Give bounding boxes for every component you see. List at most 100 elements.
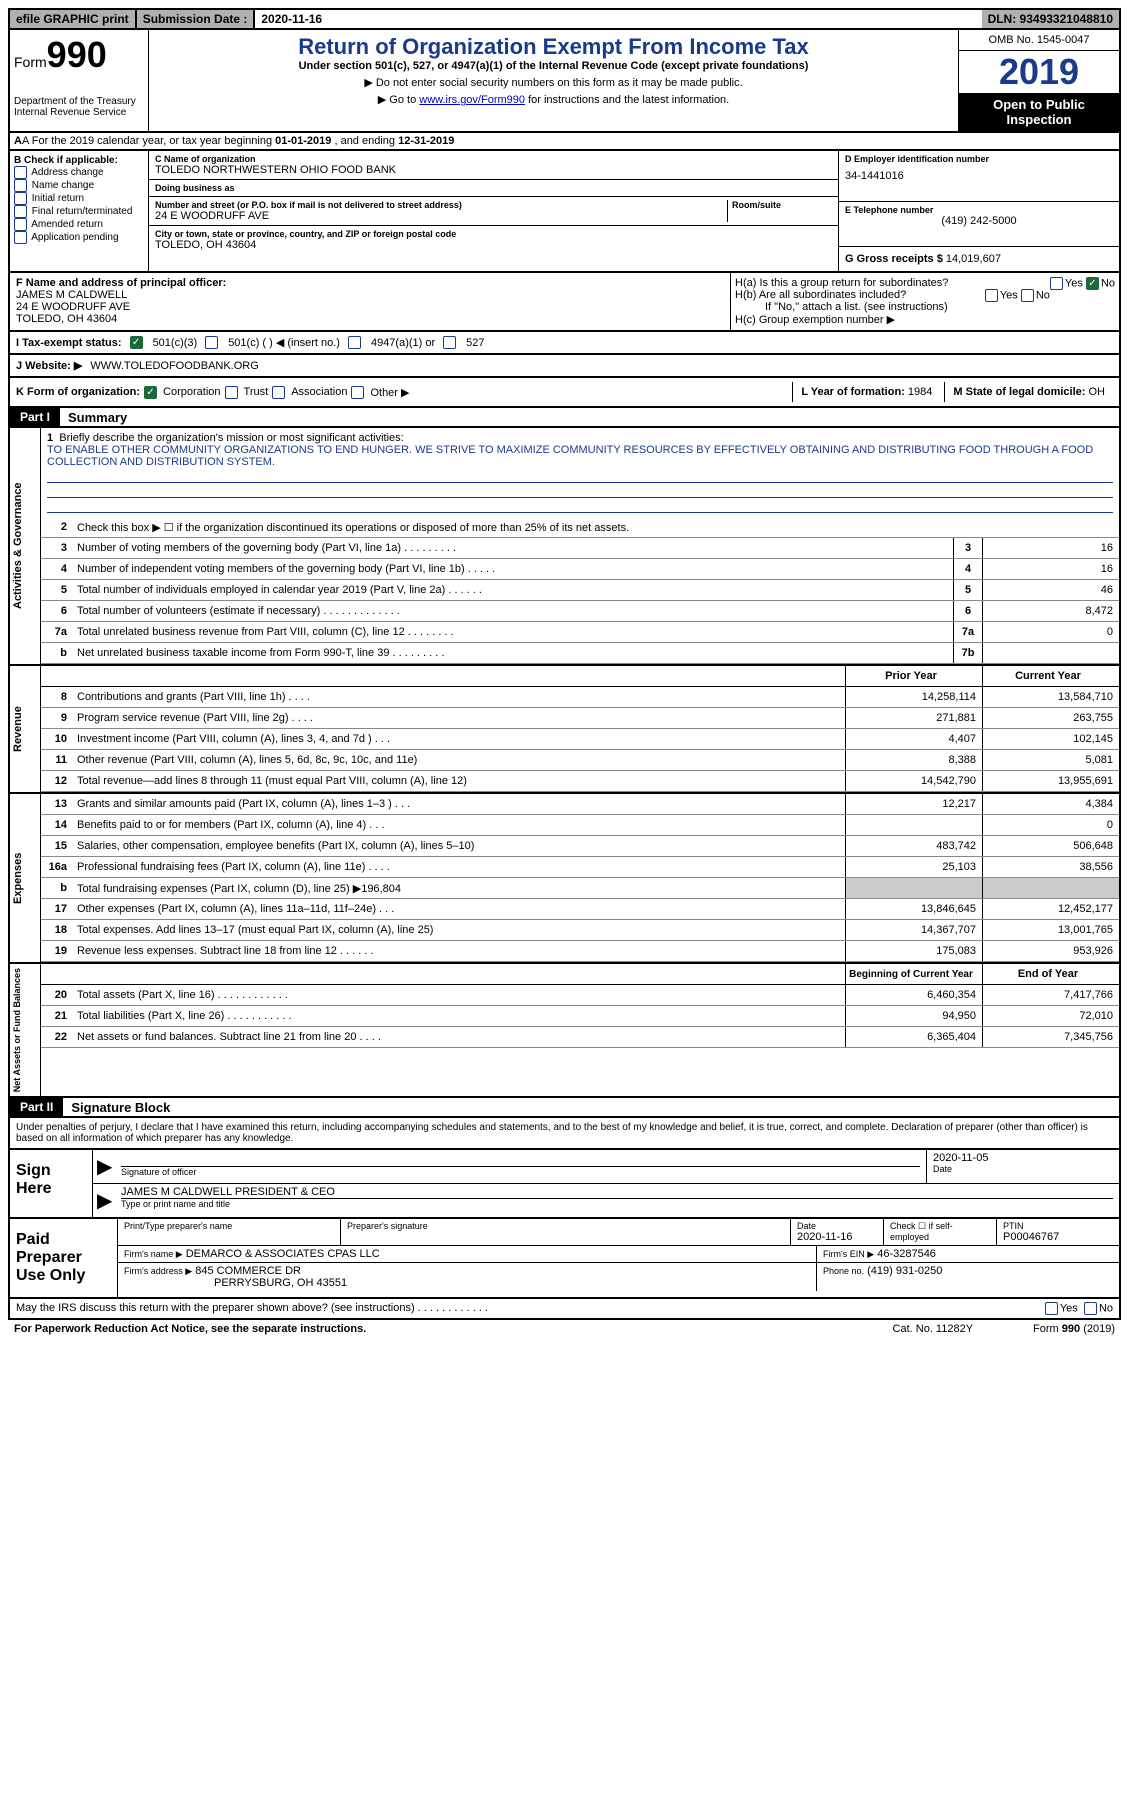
firm-phone-label: Phone no. — [823, 1266, 864, 1276]
room-label: Room/suite — [732, 200, 832, 210]
dept-treasury: Department of the Treasury Internal Reve… — [14, 96, 144, 118]
checkbox-pending[interactable] — [14, 231, 27, 244]
cb-other[interactable] — [351, 386, 364, 399]
perjury-declaration: Under penalties of perjury, I declare th… — [8, 1118, 1121, 1150]
tab-expenses: Expenses — [10, 794, 41, 962]
section-a: AA For the 2019 calendar year, or tax ye… — [8, 133, 1121, 151]
form990-link[interactable]: www.irs.gov/Form990 — [419, 94, 525, 106]
summary-line-11: 11Other revenue (Part VIII, column (A), … — [41, 750, 1119, 771]
mission-text: TO ENABLE OTHER COMMUNITY ORGANIZATIONS … — [47, 444, 1093, 468]
h-b: H(b) Are all subordinates included? Yes … — [735, 289, 1115, 301]
summary-governance: Activities & Governance 1 Briefly descri… — [8, 428, 1121, 666]
subtitle-3: ▶ Go to www.irs.gov/Form990 for instruct… — [153, 93, 954, 106]
summary-line-b: bNet unrelated business taxable income f… — [41, 643, 1119, 664]
summary-line-19: 19Revenue less expenses. Subtract line 1… — [41, 941, 1119, 962]
paid-preparer-label: Paid Preparer Use Only — [10, 1219, 118, 1297]
paperwork-notice: For Paperwork Reduction Act Notice, see … — [14, 1323, 366, 1335]
firm-addr2: PERRYSBURG, OH 43551 — [124, 1277, 347, 1289]
discuss-yes[interactable] — [1045, 1302, 1058, 1315]
sig-officer-label: Signature of officer — [121, 1167, 920, 1177]
cb-501c[interactable] — [205, 336, 218, 349]
subtitle-1: Under section 501(c), 527, or 4947(a)(1)… — [153, 60, 954, 72]
discuss-no[interactable] — [1084, 1302, 1097, 1315]
hb-yes[interactable] — [985, 289, 998, 302]
efile-label[interactable]: efile GRAPHIC print — [10, 10, 135, 28]
firm-name: DEMARCO & ASSOCIATES CPAS LLC — [186, 1248, 380, 1260]
prep-date-label: Date — [797, 1221, 877, 1231]
mission-block: 1 Briefly describe the organization's mi… — [41, 428, 1119, 517]
summary-netassets: Net Assets or Fund Balances Beginning of… — [8, 964, 1121, 1098]
h-a: H(a) Is this a group return for subordin… — [735, 277, 1115, 289]
sign-here-label: Sign Here — [10, 1150, 93, 1217]
section-bc: B Check if applicable: Address change Na… — [8, 151, 1121, 273]
ha-no[interactable]: ✓ — [1086, 277, 1099, 290]
summary-line-b: bTotal fundraising expenses (Part IX, co… — [41, 878, 1119, 899]
checkbox-addr-change[interactable] — [14, 166, 27, 179]
summary-line-12: 12Total revenue—add lines 8 through 11 (… — [41, 771, 1119, 792]
gross-receipts-label: G Gross receipts $ — [845, 253, 943, 265]
telephone: (419) 242-5000 — [845, 215, 1113, 227]
col-prior-year: Prior Year — [845, 666, 982, 686]
cb-4947[interactable] — [348, 336, 361, 349]
summary-line-3: 3Number of voting members of the governi… — [41, 538, 1119, 559]
ptin: P00046767 — [1003, 1231, 1113, 1243]
city-label: City or town, state or province, country… — [155, 229, 832, 239]
city-state-zip: TOLEDO, OH 43604 — [155, 239, 832, 251]
col-end-year: End of Year — [982, 964, 1119, 984]
dba-label: Doing business as — [155, 183, 832, 193]
summary-line-9: 9Program service revenue (Part VIII, lin… — [41, 708, 1119, 729]
ptin-label: PTIN — [1003, 1221, 1113, 1231]
discuss-row: May the IRS discuss this return with the… — [8, 1299, 1121, 1320]
firm-addr1: 845 COMMERCE DR — [195, 1265, 301, 1277]
name-title-label: Type or print name and title — [121, 1199, 1113, 1209]
summary-line-4: 4Number of independent voting members of… — [41, 559, 1119, 580]
cat-no: Cat. No. 11282Y — [893, 1323, 974, 1335]
cb-assoc[interactable] — [272, 386, 285, 399]
line-2: Check this box ▶ ☐ if the organization d… — [73, 519, 1119, 536]
ein-label: D Employer identification number — [845, 154, 1113, 164]
cb-trust[interactable] — [225, 386, 238, 399]
top-bar: efile GRAPHIC print Submission Date : 20… — [8, 8, 1121, 30]
hb-no[interactable] — [1021, 289, 1034, 302]
submission-label: Submission Date : — [135, 10, 256, 28]
print-name-label: Print/Type preparer's name — [124, 1221, 334, 1231]
section-c: C Name of organization TOLEDO NORTHWESTE… — [149, 151, 838, 271]
sign-here-block: Sign Here ▶ Signature of officer 2020-11… — [8, 1150, 1121, 1219]
ha-yes[interactable] — [1050, 277, 1063, 290]
section-l: L Year of formation: 1984 — [792, 382, 940, 402]
part1-title: Summary — [68, 410, 127, 425]
part2-header: Part II Signature Block — [8, 1098, 1121, 1118]
tab-governance: Activities & Governance — [10, 428, 41, 664]
sign-date-label: Date — [933, 1164, 1113, 1174]
part1-tag: Part I — [10, 408, 60, 426]
tab-netassets: Net Assets or Fund Balances — [10, 964, 41, 1096]
summary-line-22: 22Net assets or fund balances. Subtract … — [41, 1027, 1119, 1048]
checkbox-amended[interactable] — [14, 218, 27, 231]
section-m: M State of legal domicile: OH — [944, 382, 1113, 402]
summary-line-20: 20Total assets (Part X, line 16) . . . .… — [41, 985, 1119, 1006]
checkbox-initial[interactable] — [14, 192, 27, 205]
phone-label: E Telephone number — [845, 205, 1113, 215]
cb-527[interactable] — [443, 336, 456, 349]
summary-line-16a: 16aProfessional fundraising fees (Part I… — [41, 857, 1119, 878]
checkbox-name-change[interactable] — [14, 179, 27, 192]
checkbox-final[interactable] — [14, 205, 27, 218]
section-b: B Check if applicable: Address change Na… — [10, 151, 149, 271]
summary-line-5: 5Total number of individuals employed in… — [41, 580, 1119, 601]
officer-addr2: TOLEDO, OH 43604 — [16, 313, 117, 325]
form-header: Form990 Department of the Treasury Inter… — [8, 30, 1121, 133]
part1-header: Part I Summary — [8, 408, 1121, 428]
summary-line-17: 17Other expenses (Part IX, column (A), l… — [41, 899, 1119, 920]
org-name: TOLEDO NORTHWESTERN OHIO FOOD BANK — [155, 164, 832, 176]
tax-status-row: I Tax-exempt status: ✓501(c)(3) 501(c) (… — [8, 332, 1121, 355]
cb-501c3[interactable]: ✓ — [130, 336, 143, 349]
sign-date: 2020-11-05 — [933, 1152, 1113, 1164]
section-fh: F Name and address of principal officer:… — [8, 273, 1121, 332]
summary-line-14: 14Benefits paid to or for members (Part … — [41, 815, 1119, 836]
self-employed-label: Check ☐ if self-employed — [890, 1221, 990, 1242]
addr-label: Number and street (or P.O. box if mail i… — [155, 200, 727, 210]
cb-corp[interactable]: ✓ — [144, 386, 157, 399]
officer-label: F Name and address of principal officer: — [16, 277, 226, 289]
open-to-public: Open to Public Inspection — [959, 93, 1119, 131]
h-b-note: If "No," attach a list. (see instruction… — [735, 301, 1115, 313]
